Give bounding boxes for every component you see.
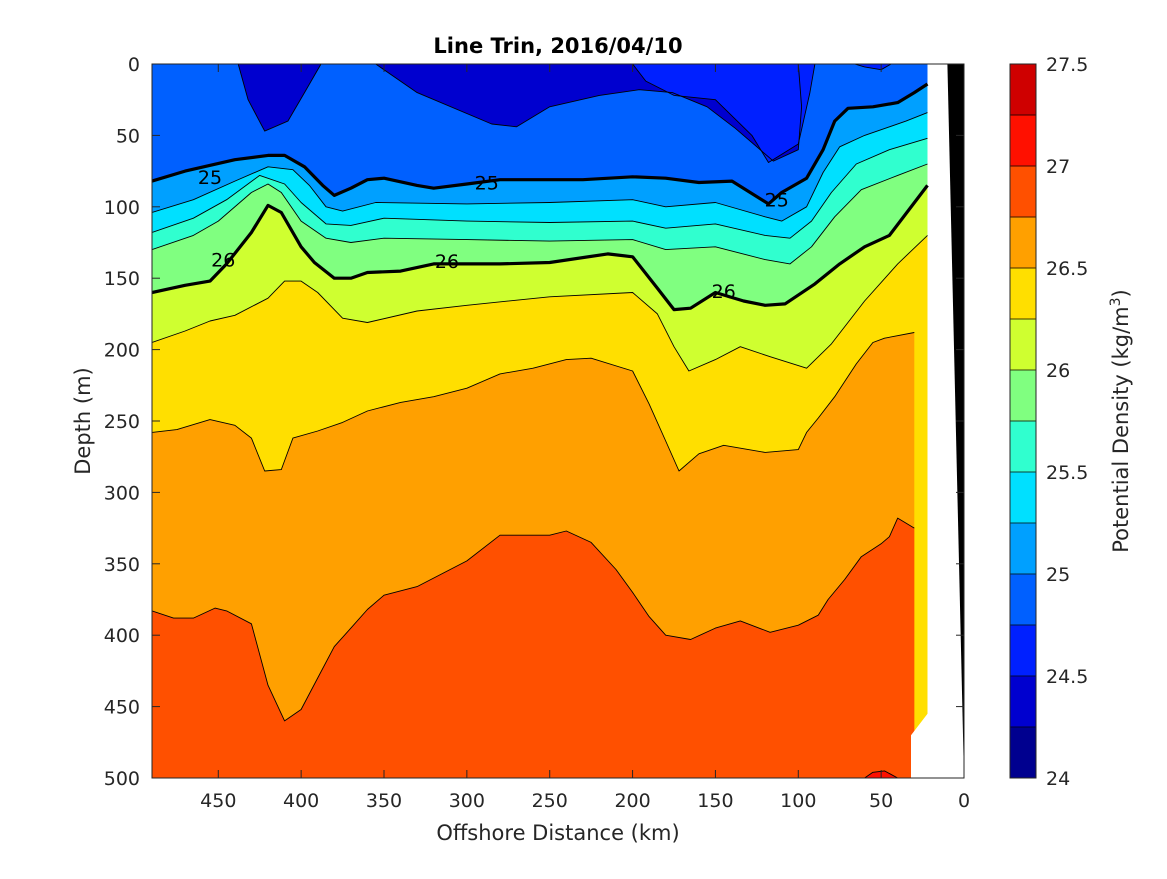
- x-tick-label: 50: [869, 790, 893, 812]
- colorbar: 24 24.5 25 25.5 26 26.5 27 27.5: [1009, 54, 1088, 790]
- contour-label-group: 26: [435, 251, 459, 273]
- colorbar-swatch: [1010, 625, 1036, 677]
- colorbar-tick-label: 24.5: [1046, 666, 1088, 688]
- isopycnal-line-26-labeled: [152, 184, 929, 312]
- isopycnal-line-26.25: [152, 235, 928, 372]
- isopycnal-line-25.25: [152, 112, 928, 222]
- y-tick-label: 150: [104, 268, 140, 290]
- x-tick-label: 150: [697, 790, 733, 812]
- isopycnal-line-25.75: [152, 163, 928, 265]
- density-patch-24.5: [238, 64, 321, 132]
- isopycnal-line-27: [864, 770, 899, 778]
- y-axis: 0 50 100 150 200 250 300 350 400 450 500: [104, 54, 964, 790]
- contour-fill-layer: [152, 64, 964, 778]
- contour-label: 26: [211, 250, 235, 272]
- colorbar-label-close: ): [1109, 289, 1133, 297]
- y-tick-label: 50: [116, 125, 140, 147]
- density-patch-24.75: [854, 64, 892, 70]
- colorbar-tick-label: 26.5: [1046, 258, 1088, 280]
- x-tick-label: 250: [532, 790, 568, 812]
- x-tick-label: 0: [958, 790, 970, 812]
- contour-label: 26: [435, 251, 459, 273]
- x-tick-label: 100: [780, 790, 816, 812]
- colorbar-swatch: [1010, 472, 1036, 524]
- contour-label: 25: [475, 173, 499, 195]
- colorbar-frame: [1009, 63, 1037, 779]
- y-tick-label: 100: [104, 197, 140, 219]
- isopycnal-line-26.5: [152, 332, 915, 472]
- colorbar-swatch: [1010, 523, 1036, 575]
- contour-label: 25: [198, 167, 222, 189]
- density-band-26.75: [152, 518, 915, 778]
- contour-label-group: 25: [765, 190, 789, 212]
- colorbar-label: Potential Density (kg/m3): [1108, 289, 1133, 553]
- isopycnal-line-24.5: [237, 64, 322, 132]
- contour-label: 26: [712, 281, 736, 303]
- colorbar-tick-label: 24: [1046, 768, 1070, 790]
- x-tick-label: 350: [366, 790, 402, 812]
- colorbar-tick-label: 26: [1046, 360, 1070, 382]
- y-tick-label: 250: [104, 411, 140, 433]
- x-axis: 450 400 350 300 250 200 150 100 50 0: [200, 64, 970, 812]
- colorbar-swatch: [1010, 166, 1036, 218]
- density-patch-24.75: [632, 64, 815, 163]
- isopycnal-line-25.5: [152, 137, 928, 239]
- colorbar-swatch: [1010, 574, 1036, 626]
- y-axis-label: Depth (m): [71, 367, 95, 474]
- contour-label: 25: [765, 190, 789, 212]
- y-tick-label: 400: [104, 625, 140, 647]
- y-tick-label: 0: [128, 54, 140, 76]
- isopycnal-line-24.5: [375, 64, 803, 162]
- colorbar-swatch: [1010, 319, 1036, 371]
- contour-label-group: 26: [712, 281, 736, 303]
- colorbar-tick-label: 25.5: [1046, 462, 1088, 484]
- x-tick-label: 450: [200, 790, 236, 812]
- colorbar-swatch: [1010, 115, 1036, 167]
- colorbar-tick-label: 25: [1046, 564, 1070, 586]
- isopycnal-line-24.75: [632, 64, 816, 163]
- y-tick-label: 200: [104, 340, 140, 362]
- x-tick-label: 300: [449, 790, 485, 812]
- x-tick-label: 400: [283, 790, 319, 812]
- chart-title: Line Trin, 2016/04/10: [433, 34, 682, 58]
- colorbar-tick-label: 27: [1046, 156, 1070, 178]
- x-tick-label: 200: [614, 790, 650, 812]
- y-tick-label: 350: [104, 554, 140, 576]
- no-data-mask: [911, 64, 964, 778]
- isopycnal-line-25-labeled: [152, 82, 929, 206]
- y-tick-label: 500: [104, 768, 140, 790]
- contour-line-layer: [152, 64, 929, 778]
- colorbar-swatch: [1010, 727, 1036, 779]
- x-axis-label: Offshore Distance (km): [436, 821, 679, 845]
- colorbar-swatch: [1010, 217, 1036, 269]
- colorbar-swatch: [1010, 370, 1036, 422]
- colorbar-label-superscript: 3: [1108, 297, 1124, 306]
- colorbar-swatch: [1010, 421, 1036, 473]
- contour-label-group: 25: [198, 167, 222, 189]
- contour-label-layer: 25 25 25 26 26 26: [198, 167, 789, 303]
- colorbar-swatch: [1010, 676, 1036, 728]
- contour-label-group: 25: [475, 173, 499, 195]
- colorbar-swatch: [1010, 64, 1036, 116]
- isopycnal-line-26.75: [152, 517, 915, 722]
- contour-label-group: 26: [211, 250, 235, 272]
- colorbar-tick-label: 27.5: [1046, 54, 1088, 76]
- y-tick-label: 450: [104, 697, 140, 719]
- seafloor: [947, 64, 964, 778]
- colorbar-label-text: Potential Density (kg/m: [1109, 306, 1133, 552]
- colorbar-swatch: [1010, 268, 1036, 320]
- y-tick-label: 300: [104, 482, 140, 504]
